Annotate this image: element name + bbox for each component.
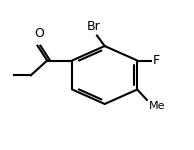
Text: Me: Me [149,101,165,111]
Text: O: O [34,27,44,40]
Text: F: F [153,54,160,67]
Text: Br: Br [86,20,100,33]
